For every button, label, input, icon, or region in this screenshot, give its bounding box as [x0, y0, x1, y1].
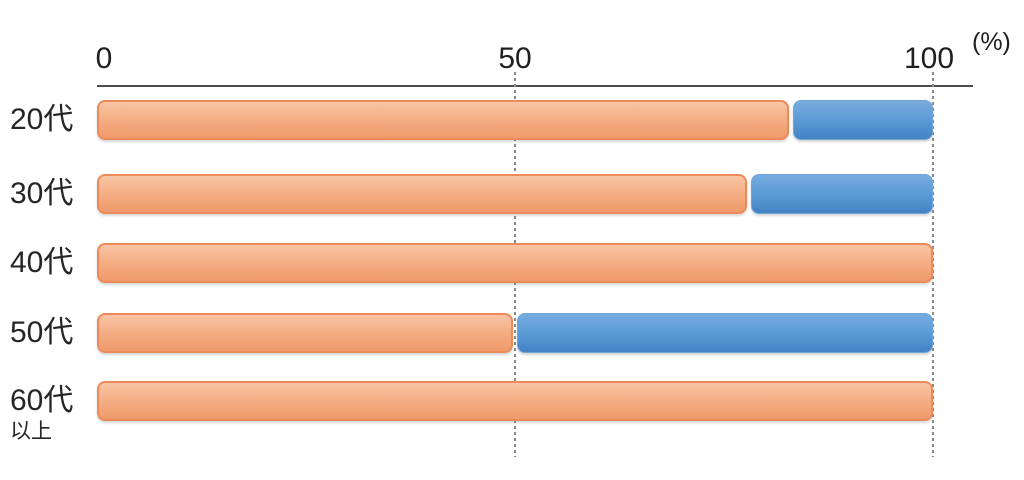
- bar-segment-orange-segment-20代: [97, 100, 789, 140]
- category-label-2: 30代: [10, 174, 96, 214]
- category-label-main: 50代: [10, 316, 74, 349]
- bar-segment-orange-segment-60代以上: [97, 381, 933, 421]
- gridline-100-percent: [932, 72, 934, 457]
- bar-segment-orange-segment-50代: [97, 313, 513, 353]
- category-label-3: 40代: [10, 243, 96, 283]
- plot-area: [97, 0, 933, 480]
- category-label-main: 60代: [10, 384, 74, 417]
- category-label-main: 30代: [10, 177, 74, 210]
- x-axis-tick-50: 50: [498, 42, 532, 75]
- category-label-4: 50代: [10, 313, 96, 353]
- category-label-5: 60代以上: [10, 381, 96, 443]
- category-label-main: 40代: [10, 246, 74, 279]
- x-axis-unit-label: (%): [972, 28, 1011, 56]
- x-axis-line: [97, 85, 973, 87]
- x-axis-tick-0: 0: [95, 42, 113, 75]
- x-axis-tick-100: 100: [903, 42, 955, 75]
- category-label-sub: 以上: [10, 420, 52, 443]
- bar-segment-blue-segment-20代: [792, 100, 933, 140]
- category-label-main: 20代: [10, 103, 74, 136]
- category-label-1: 20代: [10, 100, 96, 140]
- bar-segment-blue-segment-50代: [517, 313, 933, 353]
- bar-segment-blue-segment-30代: [751, 174, 933, 214]
- bar-segment-orange-segment-40代: [97, 243, 933, 283]
- bar-segment-orange-segment-30代: [97, 174, 748, 214]
